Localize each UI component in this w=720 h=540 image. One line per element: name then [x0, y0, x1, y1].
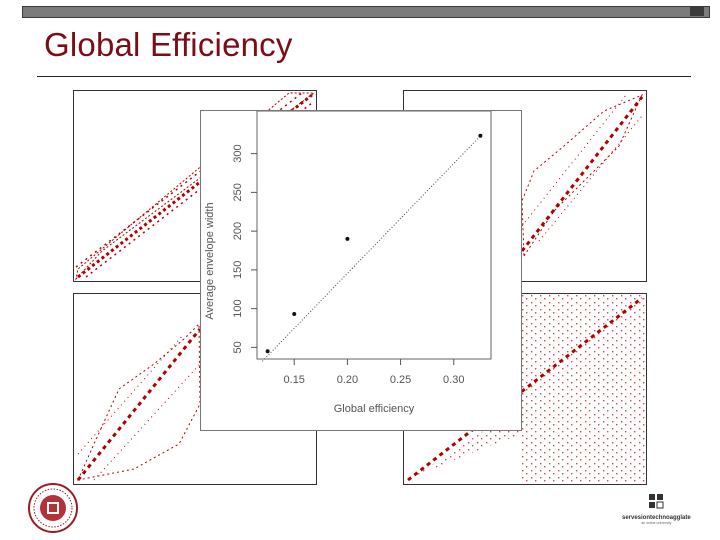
brand-name: servesiontechnoagglate: [622, 515, 691, 521]
data-point: [478, 133, 483, 138]
x-axis-label: Global efficiency: [334, 403, 415, 415]
matrix-pattern-dense: [407, 294, 646, 484]
title-underline: [37, 76, 691, 77]
brand-tagline: an online university: [641, 521, 672, 525]
data-point: [345, 236, 350, 241]
data-points: [265, 133, 483, 354]
y-axis-label: Average envelope width: [204, 202, 216, 319]
y-tick-label: 300: [232, 144, 244, 162]
plot-frame: [256, 110, 492, 360]
scatter-plot-panel: 0.15 0.20 0.25 0.30 50 100 150 200 250 300 Globa…: [200, 110, 522, 431]
y-tick-label: 150: [232, 261, 244, 279]
x-tick-label: 0.15: [284, 374, 305, 386]
brand-logo: servesiontechnoagglate an online univers…: [622, 492, 691, 525]
data-point: [292, 312, 297, 317]
y-tick-label: 100: [232, 299, 244, 317]
y-tick-label: 50: [232, 341, 244, 353]
slide-title: Global Efficiency: [44, 26, 293, 63]
x-tick-label: 0.30: [443, 374, 464, 386]
seal-icon: [28, 483, 78, 533]
top-bar-cap: [690, 6, 704, 16]
university-seal-logo: [28, 483, 78, 538]
x-axis: 0.15 0.20 0.25 0.30: [284, 359, 464, 386]
y-tick-label: 200: [232, 222, 244, 240]
data-point: [265, 349, 270, 354]
x-tick-label: 0.25: [390, 374, 411, 386]
scatter-plot: 0.15 0.20 0.25 0.30 50 100 150 200 250 300 Globa…: [204, 110, 492, 415]
y-tick-label: 250: [232, 183, 244, 201]
brand-mark-icon: [649, 494, 664, 509]
trend-line: [261, 132, 484, 362]
matrix-pattern-wide: [76, 322, 202, 481]
x-tick-label: 0.20: [337, 374, 358, 386]
matrix-pattern-medium: [520, 94, 644, 258]
y-axis: 50 100 150 200 250 300: [232, 144, 257, 354]
top-decorative-bar: [22, 6, 710, 18]
